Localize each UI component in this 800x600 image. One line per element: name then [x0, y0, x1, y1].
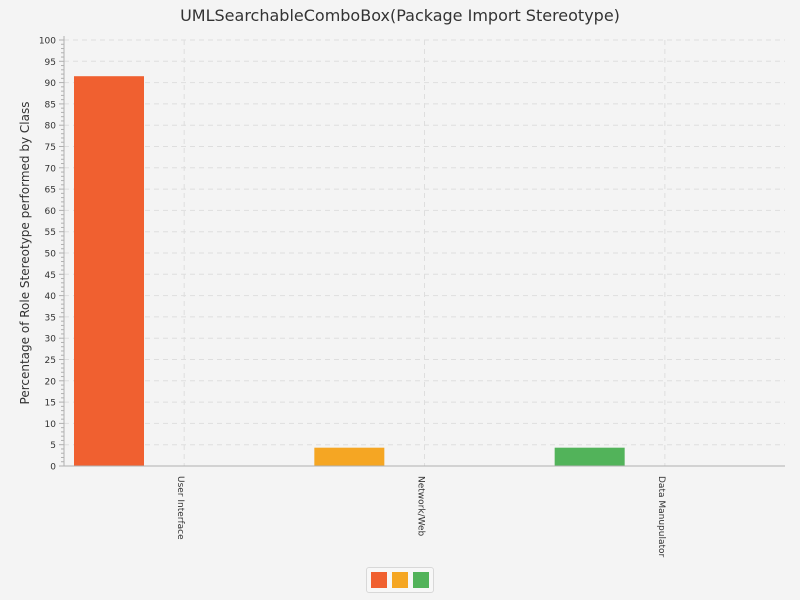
grid — [64, 39, 785, 466]
legend — [366, 567, 434, 593]
y-tick-label: 65 — [45, 186, 56, 196]
y-tick-label: 10 — [45, 420, 57, 430]
y-tick-label: 85 — [45, 100, 56, 110]
chart-title: UMLSearchableComboBox(Package Import Ste… — [180, 6, 620, 25]
legend-swatch-2 — [392, 572, 408, 588]
y-tick-label: 0 — [50, 463, 56, 473]
y-tick-label: 60 — [45, 207, 57, 217]
y-tick-label: 25 — [45, 356, 56, 366]
bar-data-manupulator — [554, 447, 625, 466]
y-tick-label: 95 — [45, 58, 56, 68]
y-tick-label: 50 — [45, 250, 57, 260]
x-tick-label: User Interface — [175, 476, 185, 540]
y-tick-label: 20 — [45, 377, 57, 387]
y-tick-label: 55 — [45, 228, 56, 238]
y-ticks: 0 5 10 15 20 25 30 35 40 45 50 55 60 65 70 75 80 85 90 95 10… — [39, 37, 64, 473]
y-tick-label: 80 — [45, 122, 57, 132]
x-tick-labels: User Interface Network/Web Data Manupulato… — [175, 476, 666, 558]
bar-user-interface — [74, 76, 144, 467]
y-tick-label: 75 — [45, 143, 56, 153]
y-tick-label: 100 — [39, 37, 56, 47]
y-tick-label: 35 — [45, 313, 56, 323]
y-tick-label: 40 — [45, 292, 57, 302]
y-tick-label: 15 — [45, 399, 56, 409]
x-tick-label: Data Manupulator — [656, 476, 666, 558]
y-tick-label: 5 — [50, 441, 56, 451]
y-tick-label: 45 — [45, 271, 56, 281]
bar-network-web — [314, 447, 385, 466]
y-tick-label: 70 — [45, 164, 57, 174]
x-tick-label: Network/Web — [416, 476, 426, 537]
legend-swatch-1 — [371, 572, 387, 588]
bars — [74, 76, 625, 467]
y-tick-label: 30 — [45, 335, 57, 345]
y-tick-label: 90 — [45, 79, 57, 89]
legend-swatch-3 — [413, 572, 429, 588]
